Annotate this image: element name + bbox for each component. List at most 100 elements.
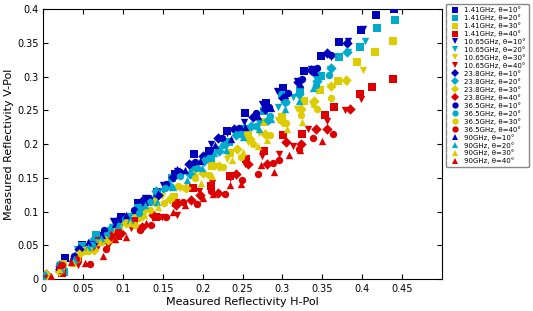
Point	[207, 141, 215, 146]
Point	[131, 222, 139, 227]
Point	[107, 233, 116, 238]
Point	[96, 238, 105, 243]
Point	[214, 148, 223, 153]
Point	[225, 176, 234, 181]
Point	[244, 140, 252, 145]
Point	[56, 268, 64, 273]
Point	[41, 276, 50, 281]
Point	[96, 235, 105, 240]
Point	[254, 114, 262, 118]
Point	[268, 160, 277, 165]
Point	[137, 226, 146, 231]
Point	[133, 200, 142, 205]
Point	[169, 175, 177, 180]
Point	[327, 84, 336, 89]
Point	[58, 271, 66, 276]
Point	[356, 44, 364, 49]
Point	[42, 271, 51, 276]
Point	[133, 216, 141, 221]
Point	[247, 123, 255, 128]
Point	[284, 91, 292, 96]
Point	[60, 256, 69, 261]
Point	[328, 131, 337, 136]
Point	[227, 136, 236, 141]
Point	[207, 157, 215, 162]
Point	[222, 156, 231, 161]
Point	[313, 65, 321, 70]
Point	[246, 137, 255, 142]
Point	[296, 112, 305, 117]
Point	[40, 276, 49, 281]
Point	[59, 262, 67, 267]
Point	[361, 38, 369, 43]
Point	[160, 185, 169, 190]
Point	[278, 132, 287, 137]
Point	[211, 142, 220, 147]
Point	[87, 243, 96, 248]
Point	[96, 233, 105, 238]
Point	[327, 55, 335, 60]
Point	[329, 105, 338, 110]
Point	[116, 215, 125, 220]
Point	[141, 195, 149, 200]
Point	[296, 107, 305, 112]
Point	[273, 118, 282, 123]
Point	[294, 92, 303, 97]
Point	[43, 275, 51, 280]
Point	[115, 223, 123, 228]
Point	[151, 214, 160, 219]
Point	[279, 120, 287, 125]
Point	[343, 80, 351, 85]
Point	[294, 79, 302, 84]
Point	[288, 143, 297, 148]
Point	[357, 96, 366, 101]
Point	[73, 247, 82, 252]
Point	[162, 182, 171, 187]
Point	[316, 87, 324, 92]
Point	[260, 109, 268, 114]
Point	[254, 121, 263, 126]
Point	[159, 183, 167, 188]
Point	[204, 149, 213, 154]
Point	[110, 237, 119, 242]
Point	[173, 167, 181, 172]
Point	[190, 175, 199, 180]
Point	[273, 88, 281, 93]
Point	[219, 165, 227, 169]
Point	[327, 53, 336, 58]
Point	[141, 210, 149, 215]
Point	[274, 104, 282, 109]
Point	[281, 100, 289, 104]
Point	[317, 53, 325, 58]
Point	[111, 237, 119, 242]
Point	[310, 99, 318, 104]
Point	[223, 143, 231, 148]
Point	[142, 220, 150, 225]
Point	[114, 234, 122, 239]
Point	[70, 257, 78, 262]
Point	[90, 240, 98, 245]
Point	[199, 154, 207, 159]
Point	[299, 68, 308, 73]
Point	[40, 274, 49, 279]
Point	[84, 239, 92, 244]
Point	[334, 78, 343, 83]
Point	[114, 229, 122, 234]
Point	[219, 142, 227, 147]
Point	[326, 84, 334, 89]
Point	[278, 92, 287, 97]
Point	[138, 214, 147, 219]
Point	[341, 107, 350, 112]
Point	[200, 159, 208, 164]
Point	[140, 213, 148, 218]
Point	[253, 144, 262, 149]
Point	[220, 192, 229, 197]
Point	[306, 67, 315, 72]
Point	[241, 157, 250, 162]
Point	[192, 166, 201, 171]
Point	[138, 224, 146, 229]
Point	[182, 186, 190, 191]
Point	[210, 150, 219, 155]
Point	[107, 225, 116, 230]
Point	[263, 138, 271, 143]
